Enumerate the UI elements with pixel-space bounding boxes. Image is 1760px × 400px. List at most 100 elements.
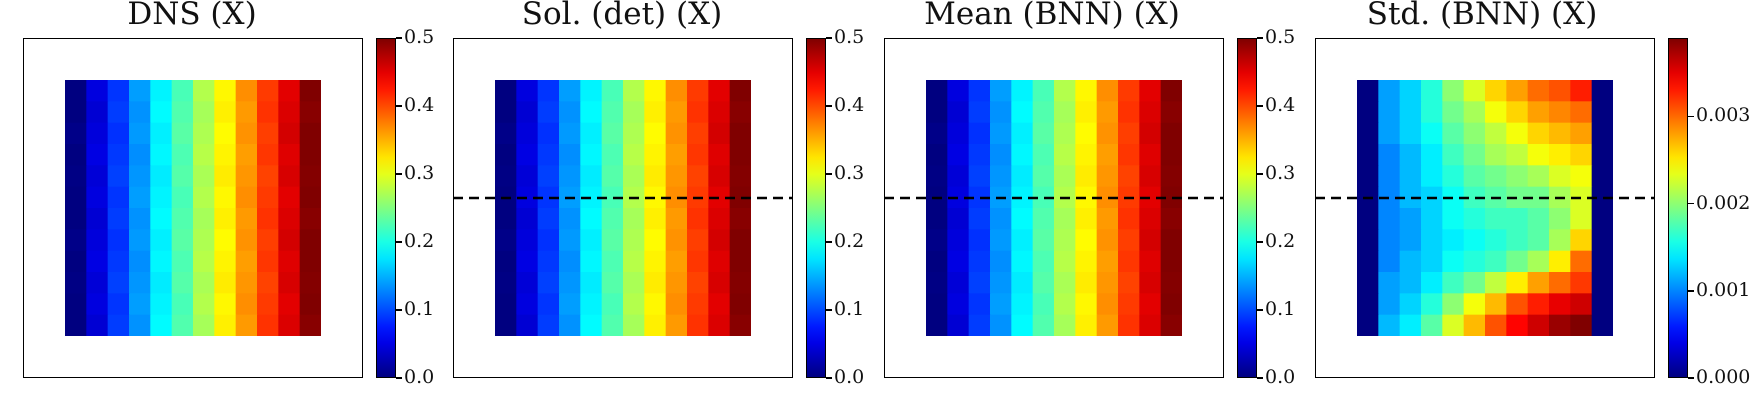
heatmap-cell [129,250,151,273]
heatmap-cell [665,229,688,252]
heatmap-cell [516,122,539,145]
heatmap-cell [278,186,301,209]
heatmap-cell [129,122,151,145]
heatmap-cell [1527,272,1550,294]
heatmap-cell [193,293,215,316]
heatmap-cell [516,250,539,273]
heatmap-cell [601,208,624,230]
heatmap-cell [86,165,109,188]
heatmap-cell [947,144,970,166]
heatmap-cell [990,101,1012,124]
heatmap-cell [1442,144,1465,166]
heatmap-cell [235,80,258,102]
heatmap-cell [257,272,279,294]
heatmap-cell [947,314,970,336]
heatmap-cell [968,80,991,102]
heatmap-cell [235,186,258,209]
heatmap-cell [601,293,624,316]
heatmap-cell [1399,293,1422,316]
colorbar-tick [826,173,832,175]
heatmap-cell [580,165,603,188]
heatmap-cell [1357,272,1379,294]
heatmap-cell [729,144,751,166]
heatmap-cell [65,122,87,145]
heatmap-cell [708,186,731,209]
heatmap-cell [235,122,258,145]
heatmap-cell [1506,272,1529,294]
heatmap-cell [150,272,173,294]
heatmap-cell [1378,250,1401,273]
heatmap-cell [559,314,581,336]
heatmap-cell [580,208,603,230]
heatmap-cell [665,314,688,336]
heatmap-cell [623,314,645,336]
heatmap-cell [1032,101,1055,124]
heatmap-cell [947,293,970,316]
heatmap-cell [1118,165,1140,188]
heatmap-cell [580,101,603,124]
heatmap-cell [559,208,581,230]
panel-title: Sol. (det) (X) [521,0,723,32]
heatmap-cell [1549,250,1571,273]
colorbar-tick [826,241,832,243]
heatmap-cell [687,250,709,273]
heatmap-cell [1032,314,1055,336]
heatmap-cell [257,208,279,230]
dashed-line-layer [0,0,1,1]
heatmap-cell [1357,293,1379,316]
heatmap-cell [665,250,688,273]
heatmap-cell [708,208,731,230]
heatmap-cell [1054,165,1076,188]
heatmap-cell [278,293,301,316]
heatmap-cell [299,229,321,252]
heatmap-cell [1075,101,1098,124]
heatmap-cell [1485,208,1507,230]
heatmap-cell [1096,293,1119,316]
heatmap-cell [1506,144,1529,166]
colorbar-tick [1257,309,1263,311]
heatmap-cell [1011,272,1034,294]
heatmap-cell [1378,80,1401,102]
heatmap-cell [601,272,624,294]
heatmap-cell [537,250,560,273]
heatmap-cell [1096,314,1119,336]
colorbar-tick [396,37,402,39]
heatmap-cell [107,208,130,230]
heatmap-cell [193,272,215,294]
heatmap-cell [1075,144,1098,166]
heatmap-cell [968,122,991,145]
heatmap-cell [968,293,991,316]
heatmap-cell [990,208,1012,230]
heatmap-cell [150,101,173,124]
heatmap-cell [1011,122,1034,145]
heatmap-cell [495,272,517,294]
heatmap-cell [1442,314,1465,336]
heatmap-cell [1160,293,1182,316]
heatmap-cell [1549,208,1571,230]
heatmap-cell [129,101,151,124]
heatmap-cell [537,165,560,188]
heatmap-cell [580,293,603,316]
heatmap-cell [1527,229,1550,252]
heatmap-cell [193,165,215,188]
heatmap-cell [644,165,667,188]
heatmap-cell [86,80,109,102]
heatmap-cell [708,229,731,252]
heatmap-cell [1421,208,1443,230]
heatmap-grid [1357,80,1613,336]
heatmap-cell [687,165,709,188]
heatmap-cell [1357,250,1379,273]
heatmap-cell [623,80,645,102]
heatmap-cell [1527,144,1550,166]
heatmap-cell [65,250,87,273]
heatmap-cell [65,272,87,294]
heatmap-cell [1054,250,1076,273]
heatmap-cell [257,101,279,124]
heatmap-cell [235,250,258,273]
heatmap-cell [1160,208,1182,230]
heatmap-cell [644,80,667,102]
heatmap-cell [150,314,173,336]
heatmap-cell [1096,229,1119,252]
heatmap-cell [687,80,709,102]
heatmap-cell [708,80,731,102]
